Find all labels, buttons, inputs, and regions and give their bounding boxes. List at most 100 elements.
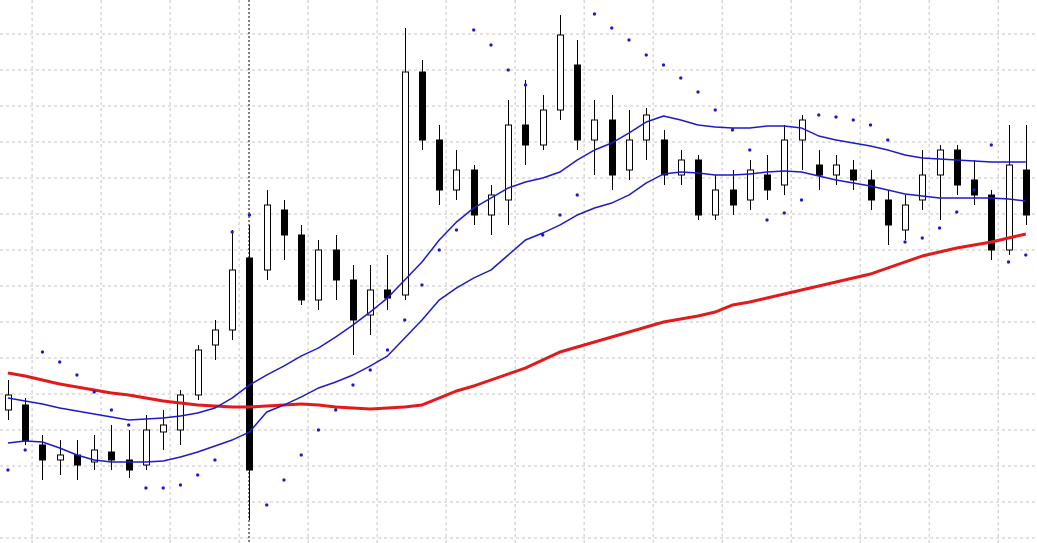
candle-body [39, 444, 46, 461]
sar-dot [523, 83, 528, 87]
candle-body [367, 289, 374, 316]
candle-body [833, 164, 840, 176]
sar-dot [230, 230, 234, 234]
sar-dot [6, 468, 10, 472]
sar-dot [472, 28, 476, 32]
candle-body [902, 204, 909, 231]
candle-body [315, 249, 322, 301]
candle-body [919, 174, 926, 201]
sar-dot [403, 318, 407, 322]
candle-body [712, 189, 719, 216]
candle-body [488, 194, 495, 216]
sar-dot [316, 428, 321, 432]
candle-body [591, 119, 598, 141]
sar-dot [351, 383, 355, 387]
candle-body [143, 429, 150, 466]
candle-body [781, 139, 788, 186]
indicator-line [7, 115, 1026, 421]
candle-body [195, 349, 202, 396]
candle-body [108, 451, 115, 461]
sar-dot [127, 423, 131, 427]
sar-dot [58, 360, 62, 364]
sar-dot [627, 38, 631, 42]
candle-body [971, 179, 978, 196]
sar-dot [937, 226, 942, 230]
candle-body [522, 124, 529, 146]
candle-body [661, 139, 668, 176]
sar-dot [437, 248, 441, 252]
sar-dot [489, 43, 493, 47]
sar-dot [420, 283, 424, 287]
candle-body [885, 199, 892, 226]
sar-dot [558, 213, 562, 217]
sar-dot [575, 193, 579, 197]
sar-dot [834, 115, 838, 119]
sar-dot [454, 228, 459, 232]
sar-dot [178, 483, 183, 487]
sar-dot [903, 240, 907, 244]
sar-dot [799, 198, 804, 202]
sar-dot [247, 213, 252, 217]
candle-body [540, 109, 547, 146]
sar-dot [506, 68, 510, 72]
candle-body [212, 329, 219, 346]
indicator-line [7, 232, 1027, 411]
sar-dot [1006, 260, 1011, 264]
candle-body [764, 174, 771, 191]
candle-body [695, 159, 702, 216]
candle-body [229, 269, 236, 331]
sar-dot [851, 118, 855, 122]
candle-body [5, 394, 12, 411]
candle-body [57, 454, 64, 461]
sar-dot [972, 188, 976, 192]
plot-area [5, 12, 1030, 520]
sar-dot [765, 218, 769, 222]
sar-dot [644, 53, 648, 57]
sar-dot [161, 486, 165, 490]
sar-dot [92, 390, 96, 394]
sar-dot [955, 210, 959, 214]
sar-dot [730, 128, 735, 132]
candle-body [850, 169, 857, 181]
candle-body [126, 459, 133, 471]
candle-body [557, 34, 564, 111]
sar-dot [368, 368, 372, 372]
candle-body [22, 404, 29, 441]
sar-dot [75, 373, 79, 377]
candle-body [643, 114, 650, 141]
candle-body [954, 149, 961, 186]
sar-dot [696, 90, 700, 94]
candle-body [160, 424, 167, 433]
candle-body [177, 394, 184, 431]
sar-dot [109, 408, 114, 412]
candle-body [626, 139, 633, 171]
sar-dot [541, 233, 545, 237]
sar-dot [196, 473, 200, 477]
sar-dot [213, 458, 217, 462]
sar-dot [661, 63, 666, 67]
candle-body [1006, 164, 1013, 251]
sar-dot [144, 486, 148, 490]
sar-dot [610, 26, 614, 30]
candle-body [333, 249, 340, 281]
indicator-line [7, 170, 1026, 463]
candle-body [436, 139, 443, 191]
candle-body [471, 169, 478, 216]
sar-dot [868, 123, 873, 127]
sar-dot [40, 350, 45, 354]
candle-body [419, 71, 426, 141]
candle-body [609, 119, 616, 176]
candle-body [678, 159, 685, 176]
candle-body [937, 149, 944, 176]
sar-dot [989, 143, 993, 147]
sar-dot [679, 76, 683, 80]
sar-dot [334, 408, 338, 412]
candle-body [988, 194, 995, 251]
candle-body [816, 164, 823, 176]
sar-dot [282, 478, 286, 482]
sar-dot [713, 108, 717, 112]
sar-dot [920, 236, 924, 240]
